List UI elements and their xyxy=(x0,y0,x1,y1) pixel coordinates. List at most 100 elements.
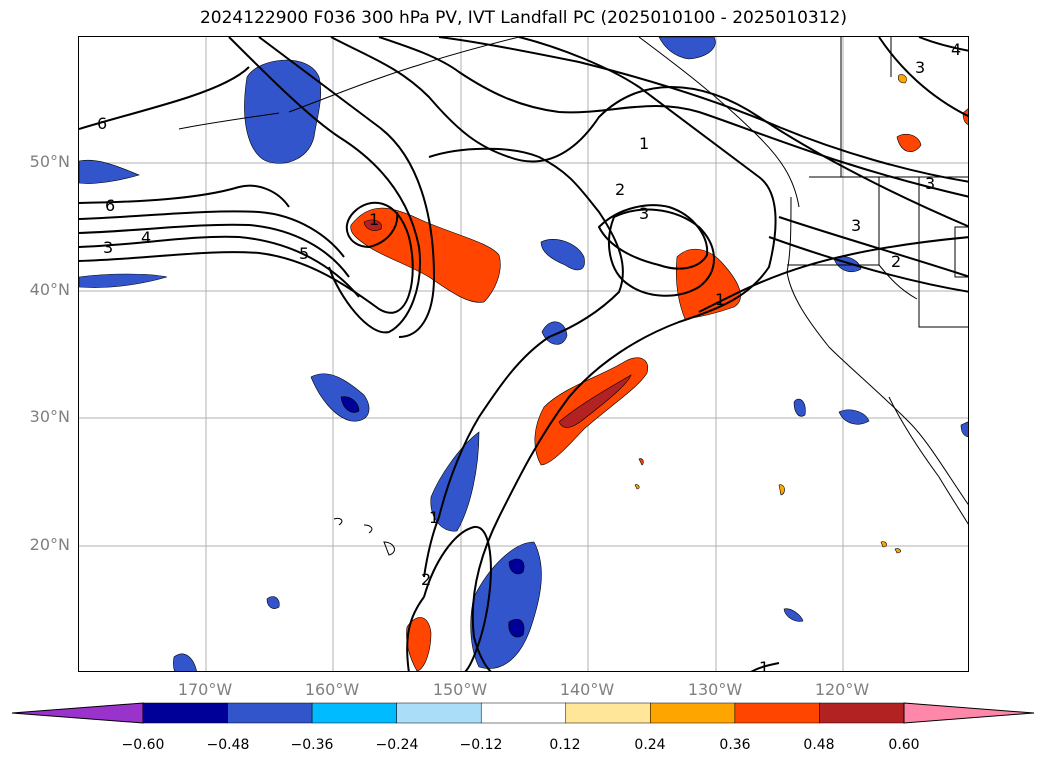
colorbar xyxy=(11,702,1035,724)
pv-contours xyxy=(79,37,968,671)
contour-trough-2 xyxy=(228,37,421,334)
blue-region-144w-15n xyxy=(470,541,542,669)
colorbar-right-extend xyxy=(903,702,1035,724)
yellow-region-117w-58n xyxy=(897,74,907,84)
map-panel: 6 6 3 4 5 1 1 2 3 1 1 2 3 3 2 3 4 1 xyxy=(78,36,969,672)
lat-label: 50°N xyxy=(29,152,70,171)
colorbar-tick-label: 0.24 xyxy=(634,737,666,753)
contour-6-north xyxy=(79,66,250,130)
contour-label: 1 xyxy=(369,210,379,229)
contour-4 xyxy=(79,223,350,278)
colorbar-tick-label: −0.48 xyxy=(206,737,250,753)
positive-ivt-regions xyxy=(350,74,968,671)
contour-label: 1 xyxy=(759,658,769,672)
colorbar-tick-label: −0.24 xyxy=(375,737,419,753)
contour-label: 1 xyxy=(429,508,439,527)
contour-2-loop xyxy=(406,525,492,671)
contour-label: 1 xyxy=(639,134,649,153)
blue-region-165w-16n xyxy=(266,596,280,609)
colorbar-tick-label: −0.60 xyxy=(121,737,165,753)
contour-ridge-1 xyxy=(330,37,968,228)
bc-coast xyxy=(638,37,800,208)
orange-dot-4 xyxy=(880,541,887,548)
blue-region-172w-11n xyxy=(173,653,197,671)
contour-label: 5 xyxy=(299,244,309,263)
blue-region-125w-16n xyxy=(783,608,804,622)
lat-label: 40°N xyxy=(29,280,70,299)
colorbar-tick-label: 0.36 xyxy=(719,737,751,753)
alaska-coast xyxy=(288,37,520,113)
contour-label: 3 xyxy=(639,204,649,223)
map-title: 2024122900 F036 300 hPa PV, IVT Landfall… xyxy=(199,8,847,28)
orange-region-130w-40n xyxy=(675,248,741,320)
colorbar-tick-label: 0.12 xyxy=(549,737,581,753)
contour-1-main xyxy=(471,37,777,671)
map-svg: 6 6 3 4 5 1 1 2 3 1 1 2 3 3 2 3 4 1 xyxy=(79,37,968,672)
blue-region-140w-43n xyxy=(540,238,585,271)
negative-ivt-regions xyxy=(79,37,968,671)
contour-label: 2 xyxy=(615,180,625,199)
lon-label: 120°W xyxy=(814,680,870,699)
colorbar-cell xyxy=(734,702,820,724)
blue-region-168w-32n xyxy=(310,373,370,422)
graticule xyxy=(79,37,968,671)
state-border-4 xyxy=(954,226,968,278)
colorbar-tick-label: 0.48 xyxy=(803,737,835,753)
contour-trough-1 xyxy=(79,201,414,314)
red-region-core-155w xyxy=(363,219,382,231)
blue-region-edge-30n xyxy=(960,421,968,438)
lon-label: 130°W xyxy=(687,680,743,699)
contour-1-east xyxy=(698,236,968,313)
canada-provinces xyxy=(840,37,892,177)
orange-dot-5 xyxy=(894,548,901,554)
colorbar-tick-label: −0.12 xyxy=(459,737,503,753)
contour-label-group: 6 6 3 4 5 1 1 2 3 1 1 2 3 3 2 3 4 1 xyxy=(97,40,961,672)
blue-region-120w-30n xyxy=(838,409,870,425)
contour-3-east xyxy=(778,216,968,278)
lon-label: 150°W xyxy=(432,680,488,699)
orange-region-152w-13n xyxy=(406,617,432,671)
contour-label: 1 xyxy=(715,290,725,309)
blue-region-west-edge xyxy=(79,159,140,184)
blue-region-dark-core-2 xyxy=(508,558,525,575)
contour-1-bottom xyxy=(750,662,780,671)
blue-region-dark-core xyxy=(340,396,360,413)
contour-3-loop xyxy=(608,208,715,297)
contour-label: 2 xyxy=(421,570,431,589)
blue-region-alaska xyxy=(244,59,322,164)
colorbar-cell xyxy=(819,702,905,724)
blue-region-160w-top xyxy=(658,37,716,60)
contour-label: 4 xyxy=(141,228,151,247)
lat-label: 30°N xyxy=(29,407,70,426)
lon-label: 140°W xyxy=(559,680,615,699)
us-west-coast xyxy=(786,196,968,505)
colorbar-cell xyxy=(565,702,651,724)
contour-4-top-right xyxy=(918,37,968,52)
lat-label: 20°N xyxy=(29,535,70,554)
contour-5a xyxy=(79,210,345,258)
aleutian-chain xyxy=(178,112,280,130)
contour-label: 3 xyxy=(915,58,925,77)
colorbar-cell xyxy=(142,702,228,724)
state-border-3 xyxy=(878,264,918,300)
contour-2-loop-b xyxy=(597,204,709,270)
blue-region-west-40n xyxy=(79,273,168,288)
colorbar-cell xyxy=(396,702,482,724)
colorbar-cell xyxy=(650,702,736,724)
contour-3 xyxy=(79,235,360,298)
contour-3-top-right xyxy=(878,37,968,118)
orange-region-edge-55n xyxy=(962,108,968,125)
contour-2-east xyxy=(768,236,968,293)
contour-6-west xyxy=(79,184,290,208)
contour-label: 3 xyxy=(925,174,935,193)
contour-ridge-3 xyxy=(438,37,968,183)
colorbar-cell xyxy=(227,702,313,724)
colorbar-cell xyxy=(311,702,397,724)
lon-label: 160°W xyxy=(304,680,360,699)
blue-region-124w-30n xyxy=(793,398,806,417)
contour-label: 3 xyxy=(103,238,113,257)
blue-region-148w-22n xyxy=(430,431,480,532)
colorbar-tick-label: 0.60 xyxy=(888,737,920,753)
contour-label: 4 xyxy=(951,40,961,59)
contour-label: 6 xyxy=(97,114,107,133)
